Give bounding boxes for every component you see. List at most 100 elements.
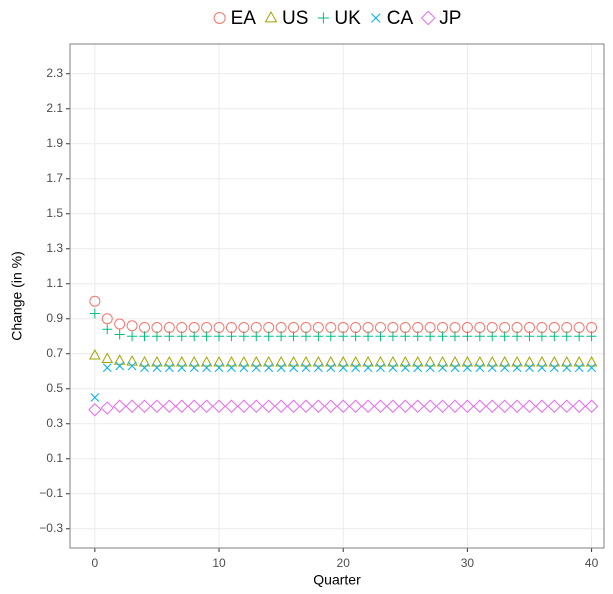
point (151, 331, 162, 342)
point (177, 363, 187, 373)
point (338, 363, 348, 373)
point (524, 331, 535, 342)
point (261, 399, 276, 413)
point (398, 399, 413, 413)
point (437, 322, 449, 333)
point (263, 331, 274, 342)
point (113, 354, 126, 365)
point (412, 331, 423, 342)
point (400, 331, 411, 342)
point (423, 399, 437, 413)
point (100, 401, 114, 415)
point (238, 331, 249, 342)
point (473, 399, 487, 413)
point (139, 331, 150, 342)
y-tick-label: 0.3 (46, 416, 63, 430)
point (499, 331, 510, 342)
point (350, 322, 362, 333)
legend-label: EA (231, 8, 257, 29)
point (112, 399, 127, 413)
point (399, 322, 411, 333)
point (139, 322, 151, 333)
point (250, 355, 263, 367)
point (187, 399, 201, 413)
point (461, 322, 473, 333)
point (522, 399, 537, 413)
point (362, 355, 374, 367)
point (312, 322, 324, 333)
point (325, 331, 336, 342)
point (199, 399, 214, 413)
point (313, 331, 324, 342)
point (536, 331, 547, 342)
point (127, 331, 138, 342)
point (101, 313, 113, 325)
point (325, 322, 337, 333)
point (125, 399, 139, 413)
point (548, 355, 561, 367)
y-tick-label: 1.9 (46, 136, 63, 150)
point (448, 399, 462, 413)
point (498, 355, 511, 367)
point (585, 355, 598, 367)
point (286, 399, 301, 413)
legend: EA US UK CA JP (213, 8, 461, 29)
point (214, 331, 225, 342)
point (239, 363, 249, 373)
point (338, 331, 349, 342)
point (188, 355, 201, 367)
point (487, 363, 497, 373)
point (176, 331, 187, 342)
point (275, 355, 287, 367)
point (212, 399, 226, 413)
point (324, 355, 337, 367)
point (264, 363, 274, 373)
point (511, 322, 523, 333)
y-tick-label: 2.1 (46, 101, 63, 115)
point (486, 355, 499, 367)
point (400, 363, 410, 373)
point (523, 355, 536, 367)
point (138, 355, 151, 367)
point (424, 322, 436, 333)
point (227, 363, 236, 373)
point (548, 322, 560, 333)
point (399, 355, 412, 367)
point (88, 403, 102, 417)
point (437, 331, 448, 342)
point (288, 331, 299, 342)
point (375, 331, 386, 342)
point (361, 399, 375, 413)
y-tick-label: 1.1 (46, 276, 63, 290)
legend-label: JP (439, 8, 461, 29)
point (362, 322, 374, 333)
point (162, 399, 177, 413)
legend-label: UK (334, 8, 361, 29)
plot-background (70, 44, 604, 548)
point (175, 399, 189, 413)
point (88, 348, 101, 360)
y-tick-label: 1.3 (46, 241, 63, 255)
point (573, 355, 586, 367)
point (500, 363, 510, 373)
point (213, 322, 225, 333)
point (424, 355, 436, 367)
point (373, 399, 388, 413)
legend-symbol (213, 12, 226, 24)
point (127, 361, 137, 371)
point (276, 331, 287, 342)
y-tick-label: −0.1 (39, 486, 63, 500)
point (572, 399, 586, 413)
y-tick-label: 2.3 (46, 66, 63, 80)
point (474, 322, 486, 333)
x-tick-label: 30 (461, 556, 475, 570)
point (275, 322, 287, 333)
x-tick-label: 40 (585, 556, 599, 570)
point (164, 331, 175, 342)
point (115, 361, 125, 371)
point (412, 322, 424, 333)
point (523, 322, 535, 333)
x-axis-title: Quarter (313, 572, 361, 588)
